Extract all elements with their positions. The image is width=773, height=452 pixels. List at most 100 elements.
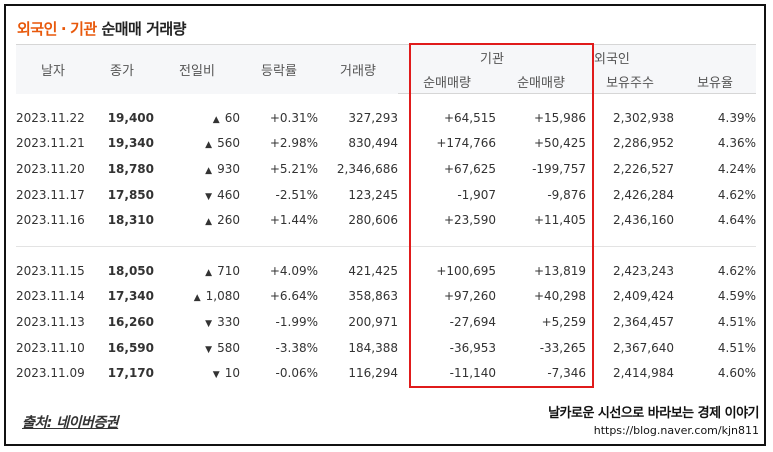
header-date: 날자 bbox=[16, 44, 90, 94]
cell-inst-net: -27,694 bbox=[449, 314, 496, 329]
table-row: 2023.11.15 18,050 ▲ 710 +4.09% 421,425 +100,69… bbox=[16, 258, 756, 284]
table-row: 2023.11.10 16,590 ▼ 580 -3.38% 184,388 -36,953… bbox=[16, 335, 756, 361]
table-title: 외국인 · 기관 순매매 거래량 bbox=[17, 18, 186, 39]
cell-volume: 123,245 bbox=[348, 187, 398, 202]
table-row: 2023.11.21 19,340 ▲ 560 +2.98% 830,494 +174,76… bbox=[16, 131, 756, 157]
cell-date: 2023.11.20 bbox=[16, 161, 85, 176]
cell-change: ▲ 710 bbox=[154, 258, 240, 284]
cell-change-value: 10 bbox=[224, 366, 240, 381]
cell-volume: 116,294 bbox=[348, 366, 398, 381]
header-rate: 등락률 bbox=[240, 44, 318, 94]
table-row: 2023.11.13 16,260 ▼ 330 -1.99% 200,971 -27,694… bbox=[16, 309, 756, 335]
cell-ratio: 4.51% bbox=[717, 340, 757, 355]
cell-foreign-net: +15,986 bbox=[533, 110, 587, 125]
source-label: 출처: 네이버증권 bbox=[22, 415, 119, 431]
down-arrow-icon: ▼ bbox=[205, 318, 213, 329]
cell-close: 18,780 bbox=[107, 161, 154, 176]
cell-change: ▼ 580 bbox=[154, 335, 240, 361]
cell-foreign-net: -33,265 bbox=[539, 340, 587, 355]
title-institution: 기관 bbox=[70, 20, 97, 38]
title-separator: · bbox=[60, 20, 67, 38]
cell-volume: 200,971 bbox=[348, 314, 398, 329]
header-foreigner: 외국인 bbox=[586, 44, 757, 69]
table-row: 2023.11.09 17,170 ▼ 10 -0.06% 116,294 -11,140 -… bbox=[16, 360, 756, 386]
cell-close: 16,260 bbox=[107, 314, 154, 329]
cell-change: ▲ 930 bbox=[154, 156, 240, 182]
cell-volume: 358,863 bbox=[348, 289, 398, 304]
header-ratio: 보유율 bbox=[674, 69, 757, 94]
table-row: 2023.11.22 19,400 ▲ 60 +0.31% 327,293 +64,515 +… bbox=[16, 105, 756, 131]
cell-change: ▲ 60 bbox=[154, 105, 240, 131]
cell-ratio: 4.62% bbox=[717, 187, 757, 202]
cell-holdings: 2,414,984 bbox=[612, 366, 675, 381]
header-inst-net: 순매매량 bbox=[398, 69, 496, 94]
cell-change-value: 580 bbox=[217, 340, 240, 355]
cell-rate: +0.31% bbox=[269, 110, 318, 125]
cell-ratio: 4.62% bbox=[717, 263, 757, 278]
header-volume: 거래량 bbox=[318, 44, 398, 94]
up-arrow-icon: ▲ bbox=[193, 293, 201, 304]
cell-change: ▲ 1,080 bbox=[154, 284, 240, 310]
cell-holdings: 2,436,160 bbox=[612, 213, 675, 228]
cell-foreign-net: +11,405 bbox=[533, 213, 587, 228]
cell-ratio: 4.39% bbox=[717, 110, 757, 125]
cell-date: 2023.11.16 bbox=[16, 213, 85, 228]
cell-rate: +6.64% bbox=[269, 289, 318, 304]
table-row: 2023.11.17 17,850 ▼ 460 -2.51% 123,245 -1,907 -… bbox=[16, 182, 756, 208]
cell-rate: +1.44% bbox=[269, 213, 318, 228]
cell-holdings: 2,423,243 bbox=[612, 263, 675, 278]
cell-holdings: 2,364,457 bbox=[612, 314, 675, 329]
cell-foreign-net: -9,876 bbox=[547, 187, 587, 202]
cell-change-value: 460 bbox=[217, 187, 240, 202]
cell-volume: 421,425 bbox=[348, 263, 398, 278]
cell-date: 2023.11.15 bbox=[16, 263, 85, 278]
cell-holdings: 2,426,284 bbox=[612, 187, 675, 202]
table-row: 2023.11.14 17,340 ▲ 1,080 +6.64% 358,863 +97,2… bbox=[16, 284, 756, 310]
cell-inst-net: +23,590 bbox=[443, 213, 496, 228]
cell-close: 16,590 bbox=[107, 340, 154, 355]
cell-close: 18,050 bbox=[107, 263, 154, 278]
cell-rate: +5.21% bbox=[269, 161, 318, 176]
up-arrow-icon: ▲ bbox=[205, 267, 213, 278]
header-holdings: 보유주수 bbox=[586, 69, 675, 94]
cell-close: 17,850 bbox=[107, 187, 154, 202]
cell-rate: -3.38% bbox=[275, 340, 318, 355]
cell-inst-net: +174,766 bbox=[436, 136, 496, 151]
header-institution: 기관 bbox=[398, 44, 587, 69]
cell-foreign-net: +5,259 bbox=[541, 314, 587, 329]
cell-close: 17,170 bbox=[107, 366, 154, 381]
blog-url[interactable]: https://blog.naver.com/kjn811 bbox=[593, 424, 759, 437]
table-row: 2023.11.16 18,310 ▲ 260 +1.44% 280,606 +23,590… bbox=[16, 207, 756, 233]
cell-change-value: 260 bbox=[217, 213, 240, 228]
cell-foreign-net: -7,346 bbox=[547, 366, 587, 381]
cell-date: 2023.11.09 bbox=[16, 366, 85, 381]
cell-change: ▼ 330 bbox=[154, 309, 240, 335]
cell-inst-net: +67,625 bbox=[443, 161, 496, 176]
cell-close: 17,340 bbox=[107, 289, 154, 304]
down-arrow-icon: ▼ bbox=[205, 191, 213, 202]
cell-volume: 184,388 bbox=[348, 340, 398, 355]
up-arrow-icon: ▲ bbox=[212, 114, 220, 125]
cell-close: 18,310 bbox=[107, 213, 154, 228]
cell-rate: -2.51% bbox=[275, 187, 318, 202]
up-arrow-icon: ▲ bbox=[205, 140, 213, 151]
down-arrow-icon: ▼ bbox=[205, 344, 213, 355]
cell-ratio: 4.36% bbox=[717, 136, 757, 151]
cell-volume: 2,346,686 bbox=[336, 161, 398, 176]
cell-date: 2023.11.10 bbox=[16, 340, 85, 355]
cell-change-value: 560 bbox=[217, 136, 240, 151]
cell-foreign-net: +40,298 bbox=[533, 289, 587, 304]
cell-change: ▼ 10 bbox=[154, 360, 240, 386]
cell-change-value: 1,080 bbox=[205, 289, 240, 304]
title-rest: 순매매 거래량 bbox=[101, 20, 186, 38]
cell-ratio: 4.24% bbox=[717, 161, 757, 176]
cell-inst-net: -36,953 bbox=[449, 340, 496, 355]
cell-foreign-net: +13,819 bbox=[533, 263, 587, 278]
up-arrow-icon: ▲ bbox=[205, 165, 213, 176]
header-close: 종가 bbox=[90, 44, 154, 94]
cell-change-value: 710 bbox=[217, 263, 240, 278]
trading-table: 날자 종가 전일비 등락률 거래량 기관 외국인 순매매량 순매매량 보유주수 … bbox=[16, 44, 757, 386]
cell-volume: 830,494 bbox=[348, 136, 398, 151]
cell-rate: -0.06% bbox=[275, 366, 318, 381]
cell-holdings: 2,367,640 bbox=[612, 340, 675, 355]
